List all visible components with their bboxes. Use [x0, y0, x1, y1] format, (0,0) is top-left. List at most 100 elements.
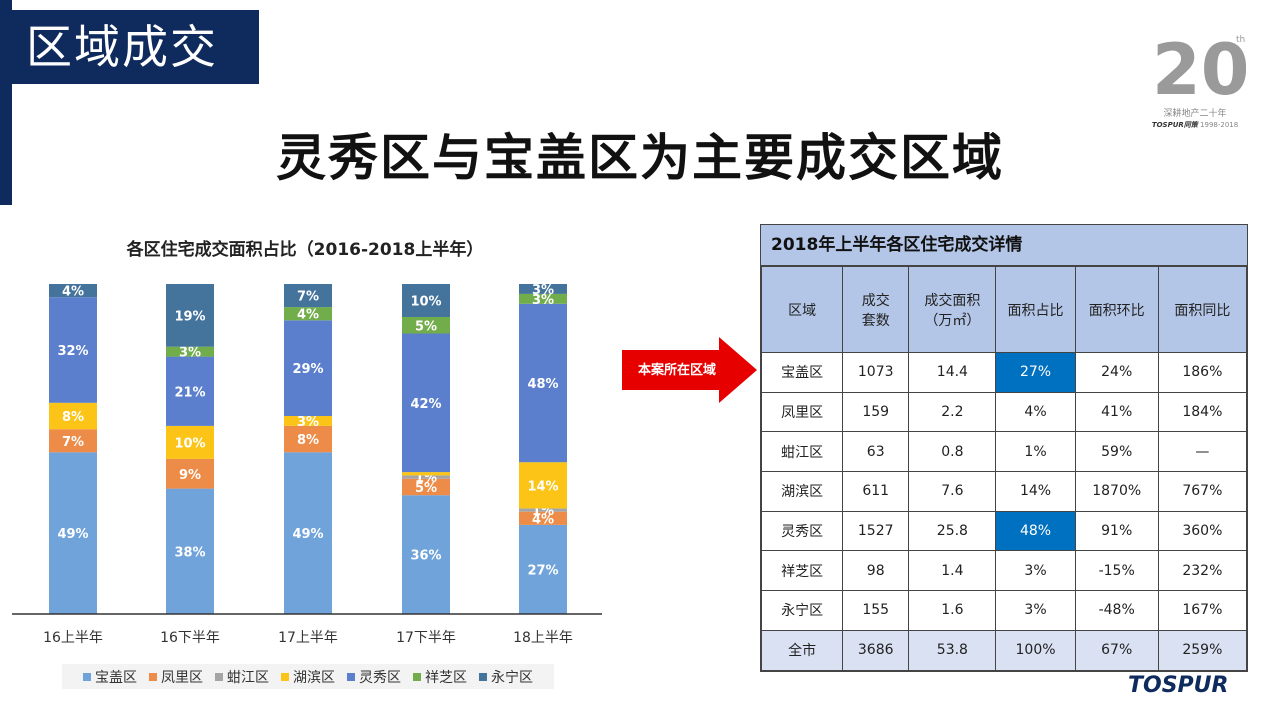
bar-segment [402, 495, 450, 614]
slide-headline: 灵秀区与宝盖区为主要成交区域 [276, 129, 1004, 187]
table-cell: 98 [842, 550, 910, 592]
bar-segment [402, 472, 450, 476]
table-cell: 27% [995, 352, 1076, 393]
bar-segment [519, 524, 567, 614]
table-cell: 蚶江区 [760, 431, 844, 473]
table-cell: 767% [1157, 471, 1248, 512]
bar-segment [402, 284, 450, 317]
bar-segment [166, 284, 214, 347]
table-cell: -48% [1074, 590, 1159, 631]
table-title: 2018年上半年各区住宅成交详情 [761, 225, 1247, 266]
table-cell: 167% [1157, 590, 1248, 631]
chart-legend: 宝盖区 凤里区 蚶江区 湖滨区 灵秀区 祥芝区 永宁区 [62, 664, 554, 689]
data-label: 48% [527, 377, 558, 392]
legend-item: 凤里区 [149, 667, 203, 687]
chart-title: 各区住宅成交面积占比（2016-2018上半年） [126, 240, 484, 260]
bar-segment [519, 284, 567, 294]
table-row: 灵秀区 1527 25.8 48% 91% 360% [760, 510, 1248, 552]
table-row: 湖滨区 611 7.6 14% 1870% 767% [760, 471, 1248, 512]
table-header-cell: 面积同比 [1157, 266, 1248, 353]
table-row: 全市 3686 53.8 100% 67% 259% [760, 629, 1248, 671]
table-cell: 凤里区 [760, 391, 844, 433]
table-cell: 7.6 [908, 471, 997, 512]
bar-segment [519, 511, 567, 525]
data-label: 5% [415, 481, 437, 496]
table-cell: 4% [995, 391, 1076, 433]
table-header-cell: 面积占比 [995, 266, 1076, 353]
bar-segment [166, 488, 214, 614]
district-detail-table: 2018年上半年各区住宅成交详情 区域 成交 套数 成交面积 （万㎡） 面积占比 面积环比面… [760, 224, 1248, 672]
table-row: 蚶江区 63 0.8 1% 59% — [760, 431, 1248, 473]
data-label: 9% [179, 468, 201, 483]
table-cell: 67% [1074, 629, 1159, 671]
data-label: 27% [527, 563, 558, 578]
table-cell: 1527 [842, 510, 910, 552]
legend-item: 灵秀区 [347, 667, 401, 687]
section-title: 区域成交 [12, 10, 259, 84]
arrow-label: 本案所在区域 [637, 363, 716, 378]
legend-label: 蚶江区 [227, 669, 269, 686]
anniversary-logo: 20 th [1150, 28, 1246, 132]
table-header-cell: 面积环比 [1074, 266, 1159, 353]
bar-segment [519, 303, 567, 463]
legend-swatch [281, 672, 289, 681]
legend-swatch [215, 672, 223, 681]
table-row: 宝盖区 1073 14.4 27% 24% 186% [760, 352, 1248, 393]
bar-segment [284, 416, 332, 426]
table-cell: 1073 [842, 352, 910, 393]
data-label: 29% [292, 362, 323, 377]
table-cell: 24% [1074, 352, 1159, 393]
table-cell: 186% [1157, 352, 1248, 393]
brand-logo: TOSPUR [1128, 673, 1229, 698]
data-label: 5% [415, 319, 437, 334]
table-cell: 184% [1157, 391, 1248, 433]
legend-swatch [149, 672, 157, 681]
bar-segment [166, 356, 214, 426]
table-cell: 48% [995, 510, 1076, 552]
table-cell: 2.2 [908, 391, 997, 433]
bar-segment [402, 478, 450, 496]
table-cell: 41% [1074, 391, 1159, 433]
legend-item: 湖滨区 [281, 667, 335, 687]
table-cell: 1% [995, 431, 1076, 473]
data-label: 3% [532, 283, 554, 298]
table-cell: 1.6 [908, 590, 997, 631]
table-cell: 1.4 [908, 550, 997, 592]
bar-segment [519, 293, 567, 304]
table-cell: 259% [1157, 629, 1248, 671]
data-label: 19% [174, 309, 205, 324]
legend-label: 凤里区 [161, 669, 203, 686]
bar-segment [284, 307, 332, 321]
bar-segment [284, 320, 332, 416]
arrow-icon [622, 337, 757, 403]
bar-segment [166, 425, 214, 459]
data-label: 10% [410, 295, 441, 310]
bar-segment [519, 508, 567, 512]
data-label: 49% [57, 527, 88, 542]
table-cell: 155 [842, 590, 910, 631]
table-cell: 永宁区 [760, 590, 844, 631]
logo-brand-years: TOSPUR同策 1998-2018 [1150, 120, 1240, 130]
legend-swatch [413, 672, 421, 681]
table-cell: 360% [1157, 510, 1248, 552]
table-header-row: 区域 成交 套数 成交面积 （万㎡） 面积占比 面积环比 面积同比 [760, 266, 1248, 353]
bar-segment [166, 346, 214, 357]
bar-segment [284, 452, 332, 614]
legend-label: 宝盖区 [95, 669, 137, 686]
bar-segment [402, 317, 450, 334]
category-label: 18上半年 [513, 630, 573, 646]
legend-label: 湖滨区 [293, 669, 335, 686]
table-cell: 宝盖区 [760, 352, 844, 393]
data-label: 4% [297, 308, 319, 323]
data-label: 3% [179, 346, 201, 361]
bar-segment [284, 284, 332, 308]
data-label: 8% [297, 433, 319, 448]
table-cell: 25.8 [908, 510, 997, 552]
table-row: 永宁区 155 1.6 3% -48% 167% [760, 590, 1248, 631]
logo-years: 1998-2018 [1200, 121, 1239, 129]
logo-slogan: 深耕地产二十年 [1163, 109, 1227, 119]
category-label: 17下半年 [396, 630, 456, 646]
left-accent-bar [0, 0, 12, 205]
logo-number: 20 [1152, 29, 1246, 108]
table-cell: 0.8 [908, 431, 997, 473]
